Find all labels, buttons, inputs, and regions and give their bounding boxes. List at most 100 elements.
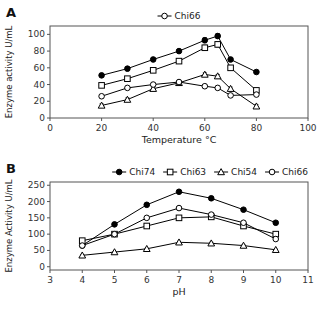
marker <box>176 79 182 85</box>
legend-label: Chi66 <box>282 167 308 177</box>
legend-marker <box>162 13 168 19</box>
x-tick-label: 10 <box>270 275 282 285</box>
x-tick <box>243 270 244 273</box>
error-bar-path <box>216 42 220 47</box>
y-tick-label: 20 <box>34 96 46 106</box>
y-tick-label: 80 <box>34 46 46 56</box>
error-bar-path <box>216 34 220 39</box>
x-tick-label: 11 <box>302 275 313 285</box>
plot-frame <box>50 182 308 270</box>
y-tick <box>47 34 50 35</box>
marker <box>228 93 234 99</box>
y-tick <box>47 201 50 202</box>
x-tick <box>204 118 205 121</box>
series-line <box>82 208 276 245</box>
x-tick <box>82 270 83 273</box>
y-tick-label: 40 <box>34 80 46 90</box>
legend-marker <box>167 169 173 175</box>
x-tick-label: 100 <box>299 123 316 133</box>
series-line <box>102 36 257 75</box>
x-tick-label: 80 <box>251 123 263 133</box>
panel: 34567891011050100150200250pHEnzyme Activ… <box>4 161 314 297</box>
error-bar <box>216 34 220 39</box>
marker <box>201 71 208 77</box>
marker <box>79 243 85 249</box>
marker <box>215 85 221 91</box>
legend-marker <box>116 169 122 175</box>
x-tick <box>101 118 102 121</box>
y-tick-label: 0 <box>39 113 45 123</box>
x-axis-label: Temperature °C <box>141 134 217 145</box>
x-tick-label: 9 <box>241 275 247 285</box>
plot-frame <box>50 26 308 118</box>
error-bar-path <box>203 38 207 43</box>
marker <box>176 48 182 54</box>
x-tick <box>256 118 257 121</box>
marker <box>98 102 105 108</box>
x-tick <box>308 270 309 273</box>
y-tick <box>47 118 50 119</box>
y-tick <box>47 84 50 85</box>
plot-data <box>79 189 279 258</box>
marker <box>150 82 156 88</box>
marker <box>228 57 234 63</box>
marker <box>176 80 183 86</box>
y-tick <box>47 51 50 52</box>
chart-root: 020406080100020406080100Temperature °CEn… <box>0 0 320 320</box>
legend: Chi74Chi63Chi54Chi66 <box>112 167 308 177</box>
marker <box>208 195 214 201</box>
series-line <box>102 75 257 107</box>
marker <box>144 215 150 221</box>
marker <box>273 236 279 242</box>
y-tick-label: 200 <box>28 197 45 207</box>
x-tick-label: 40 <box>147 123 159 133</box>
y-tick-label: 0 <box>39 262 45 272</box>
error-bar <box>203 38 207 43</box>
marker <box>79 243 85 249</box>
x-tick <box>308 118 309 121</box>
y-tick-label: 60 <box>34 63 46 73</box>
marker <box>240 242 247 248</box>
x-tick-label: 60 <box>199 123 211 133</box>
y-tick <box>47 101 50 102</box>
legend-item: Chi66 <box>158 11 201 21</box>
x-tick <box>50 270 51 273</box>
y-tick-label: 50 <box>34 245 46 255</box>
series-line <box>102 44 257 90</box>
error-bar <box>203 45 207 50</box>
legend-item: Chi66 <box>265 167 308 177</box>
error-bar-path <box>203 45 207 50</box>
marker <box>254 92 260 98</box>
marker <box>176 205 182 211</box>
series-line <box>82 192 276 246</box>
marker <box>143 245 150 251</box>
x-tick-label: 8 <box>208 275 214 285</box>
marker <box>214 73 221 79</box>
x-tick-label: 0 <box>47 123 53 133</box>
x-tick <box>179 270 180 273</box>
y-tick <box>47 250 50 251</box>
marker <box>202 45 208 51</box>
y-tick <box>47 217 50 218</box>
x-axis-label: pH <box>172 286 185 297</box>
marker <box>112 222 118 228</box>
legend-label: Chi63 <box>180 167 206 177</box>
panel-title: A <box>6 5 16 20</box>
marker <box>150 68 156 74</box>
marker <box>227 85 234 91</box>
page: {"chart_data": [ {"type": "line", "title… <box>0 0 320 320</box>
y-tick-label: 100 <box>28 229 45 239</box>
x-tick <box>211 270 212 273</box>
legend-item: Chi74 <box>112 167 155 177</box>
marker <box>144 202 150 208</box>
x-tick-label: 3 <box>47 275 53 285</box>
marker <box>176 189 182 195</box>
marker <box>124 96 131 102</box>
y-tick-label: 150 <box>28 213 45 223</box>
marker <box>254 69 260 75</box>
x-tick <box>146 270 147 273</box>
marker <box>208 212 214 218</box>
marker <box>241 220 247 226</box>
marker <box>99 83 105 89</box>
y-tick <box>47 185 50 186</box>
